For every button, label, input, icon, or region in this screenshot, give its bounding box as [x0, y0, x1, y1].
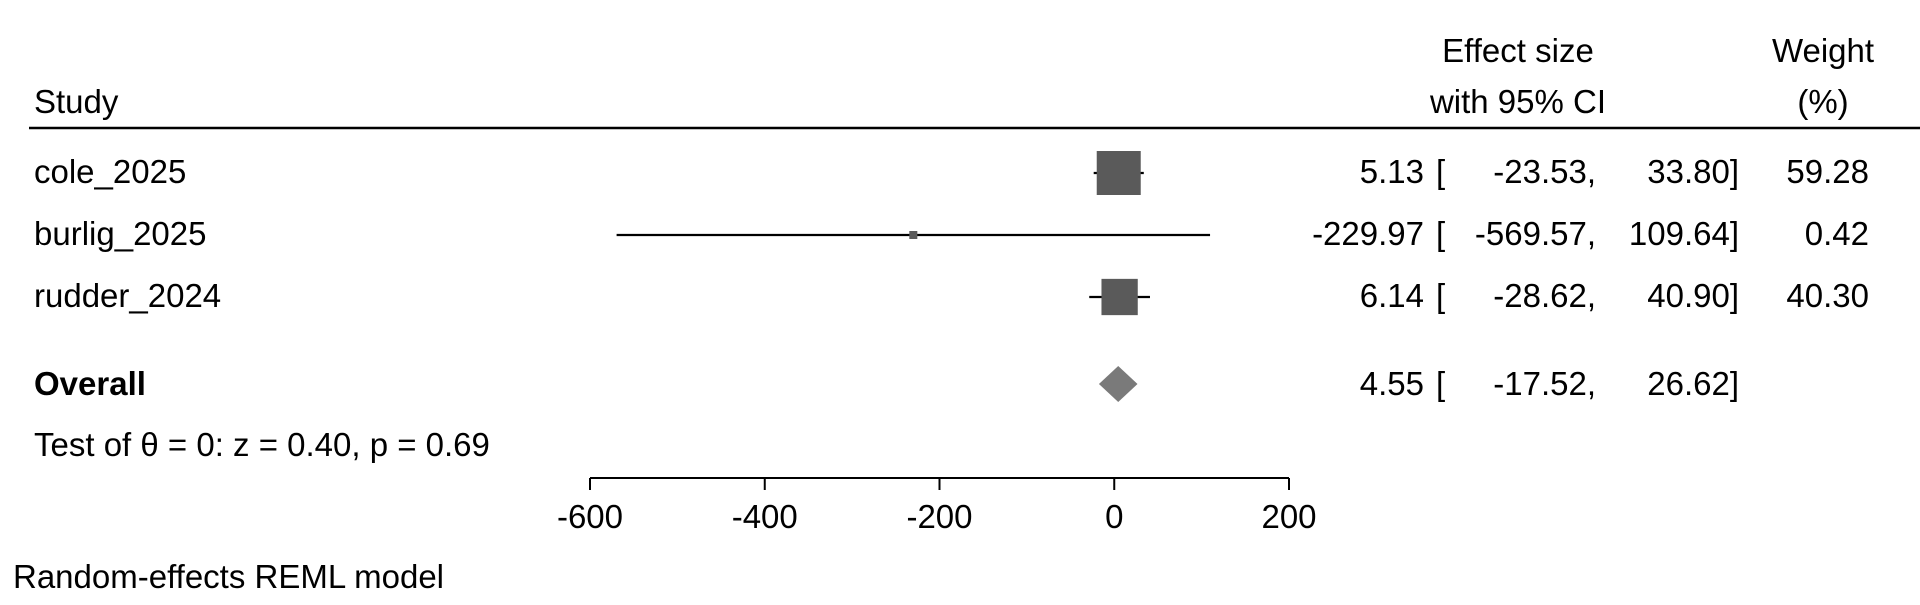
study-row: rudder_2024 6.14 [ -28.62, 40.90] 40.30: [34, 277, 1869, 316]
x-tick-label: -600: [557, 498, 623, 535]
overall-ci-low: -17.52,: [1493, 365, 1596, 402]
study-row: burlig_2025 -229.97 [ -569.57, 109.64] 0.42: [34, 215, 1869, 252]
overall-row: Overall 4.55 [ -17.52, 26.62]: [34, 365, 1739, 402]
study-ci-high: 40.90]: [1647, 277, 1739, 314]
study-weight: 40.30: [1786, 277, 1869, 314]
header-weight-unit: (%): [1797, 83, 1848, 120]
study-estimate: 5.13: [1360, 153, 1424, 190]
x-tick-label: 0: [1105, 498, 1123, 535]
study-label: rudder_2024: [34, 277, 221, 314]
study-ci-low: -23.53,: [1493, 153, 1596, 190]
header-study: Study: [34, 83, 119, 120]
x-tick-label: -200: [906, 498, 972, 535]
study-ci-high: 33.80]: [1647, 153, 1739, 190]
overall-bracket-open: [: [1436, 365, 1445, 402]
study-label: burlig_2025: [34, 215, 206, 252]
header-effect-size: Effect size: [1442, 32, 1594, 69]
overall-ci-high: 26.62]: [1647, 365, 1739, 402]
study-marker: [909, 231, 918, 239]
header-ci: with 95% CI: [1429, 83, 1606, 120]
study-bracket-open: [: [1436, 153, 1445, 190]
study-weight: 0.42: [1805, 215, 1869, 252]
study-estimate: 6.14: [1360, 277, 1424, 314]
study-row: cole_2025 5.13 [ -23.53, 33.80] 59.28: [34, 151, 1869, 195]
x-axis: -600 -400 -200 0 200: [557, 477, 1317, 535]
overall-diamond: [1098, 366, 1138, 402]
study-rows: cole_2025 5.13 [ -23.53, 33.80] 59.28 burlig_2…: [34, 151, 1869, 316]
header-weight: Weight: [1772, 32, 1874, 69]
study-weight: 59.28: [1786, 153, 1869, 190]
x-tick-label: 200: [1261, 498, 1316, 535]
x-tick-label: -400: [732, 498, 798, 535]
study-ci-high: 109.64]: [1629, 215, 1739, 252]
study-ci-low: -28.62,: [1493, 277, 1596, 314]
study-estimate: -229.97: [1312, 215, 1424, 252]
overall-label: Overall: [34, 365, 146, 402]
test-statistic: Test of θ = 0: z = 0.40, p = 0.69: [34, 426, 490, 463]
footnote: Random-effects REML model: [13, 558, 444, 595]
study-marker: [1096, 151, 1141, 195]
overall-estimate: 4.55: [1360, 365, 1424, 402]
study-label: cole_2025: [34, 153, 186, 190]
study-marker: [1101, 278, 1138, 316]
study-bracket-open: [: [1436, 215, 1445, 252]
study-ci-low: -569.57,: [1475, 215, 1596, 252]
study-bracket-open: [: [1436, 277, 1445, 314]
